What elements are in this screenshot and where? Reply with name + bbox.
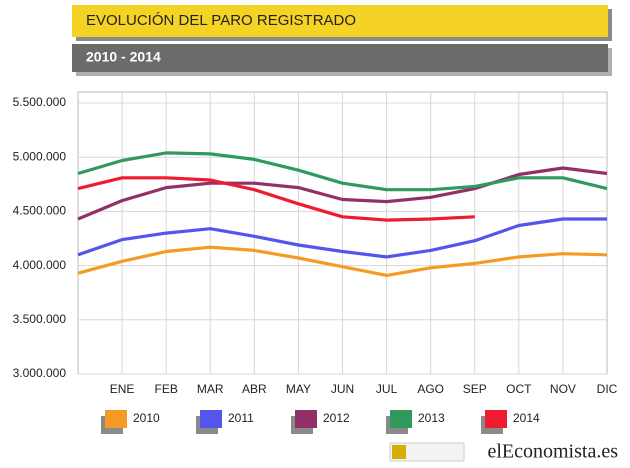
gov-logo — [389, 442, 465, 462]
x-tick-label: MAR — [197, 382, 224, 396]
x-tick-label: JUN — [331, 382, 354, 396]
legend-label: 2014 — [513, 411, 540, 425]
x-tick-label: FEB — [154, 382, 177, 396]
title-banner — [72, 5, 608, 37]
x-tick-label: ENE — [110, 382, 135, 396]
brand: elEconomista.es — [487, 441, 618, 463]
x-tick-label: AGO — [417, 382, 444, 396]
legend-label: 2013 — [418, 411, 445, 425]
x-tick-label: JUL — [376, 382, 398, 396]
x-tick-label: ABR — [242, 382, 267, 396]
subtitle-banner — [72, 44, 608, 72]
x-tick-label: OCT — [506, 382, 532, 396]
y-tick-label: 4.500.000 — [13, 204, 67, 218]
legend-swatch — [485, 410, 507, 428]
legend-label: 2010 — [133, 411, 160, 425]
chart-title: EVOLUCIÓN DEL PARO REGISTRADO — [86, 12, 356, 29]
y-tick-label: 3.000.000 — [13, 366, 67, 380]
gov-logo-shield — [392, 445, 406, 459]
legend-swatch — [390, 410, 412, 428]
y-tick-label: 5.000.000 — [13, 149, 67, 163]
y-tick-label: 3.500.000 — [13, 312, 67, 326]
x-tick-label: MAY — [286, 382, 311, 396]
legend-label: 2011 — [228, 411, 254, 425]
legend-label: 2012 — [323, 411, 350, 425]
series-line — [77, 217, 607, 259]
x-tick-label: DIC — [597, 382, 618, 396]
y-tick-label: 5.500.000 — [13, 95, 67, 109]
legend-swatch — [200, 410, 222, 428]
chart-subtitle: 2010 - 2014 — [86, 49, 161, 65]
series-line — [77, 245, 608, 277]
legend-swatch — [295, 410, 317, 428]
x-tick-label: SEP — [463, 382, 487, 396]
series-line — [77, 166, 608, 221]
series-line — [77, 151, 608, 192]
x-tick-label: NOV — [550, 382, 576, 396]
legend-swatch — [105, 410, 127, 428]
series-line — [77, 176, 475, 222]
y-tick-label: 4.000.000 — [13, 258, 67, 272]
